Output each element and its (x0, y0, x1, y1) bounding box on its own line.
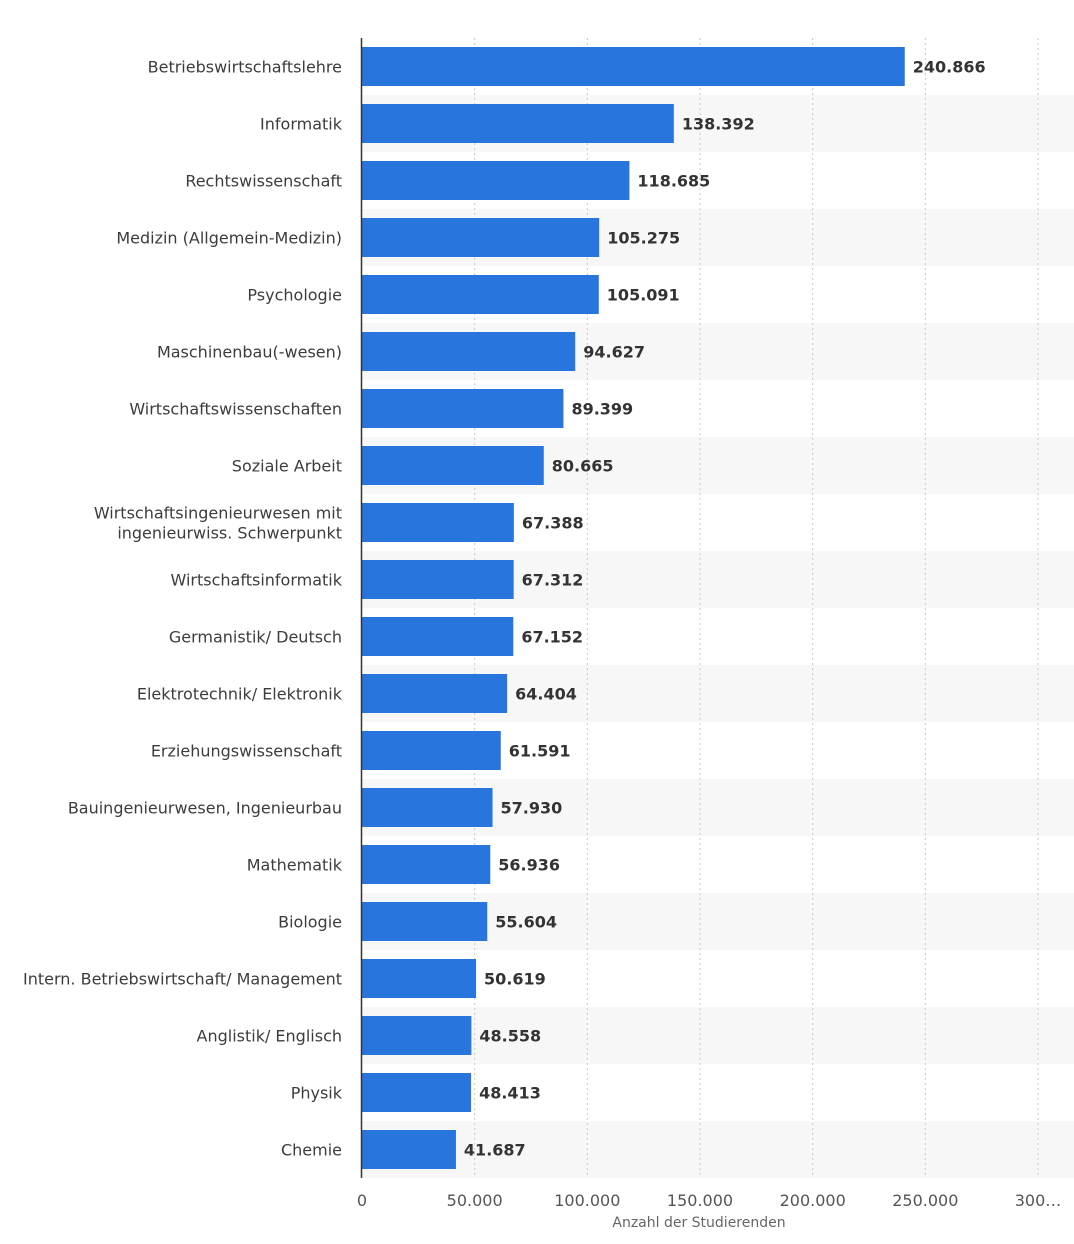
category-label: Betriebswirtschaftslehre (148, 58, 342, 77)
category-label: Informatik (260, 115, 343, 134)
bar[interactable] (362, 788, 493, 827)
bar[interactable] (362, 389, 564, 428)
bar[interactable] (362, 1073, 472, 1112)
value-label: 105.275 (607, 229, 680, 248)
bar[interactable] (362, 1130, 456, 1169)
bar[interactable] (362, 731, 501, 770)
bar[interactable] (362, 446, 544, 485)
value-label: 55.604 (495, 913, 557, 932)
x-tick-label: 300… (1015, 1191, 1062, 1210)
value-label: 67.312 (522, 571, 584, 590)
value-label: 56.936 (498, 856, 560, 875)
bar[interactable] (362, 218, 600, 257)
category-label: Wirtschaftsinformatik (171, 571, 343, 590)
category-label: Mathematik (247, 856, 343, 875)
bars (362, 47, 905, 1169)
category-label: Elektrotechnik/ Elektronik (137, 685, 343, 704)
category-label: Bauingenieurwesen, Ingenieurbau (68, 799, 342, 818)
category-label: Germanistik/ Deutsch (169, 628, 342, 647)
x-tick-label: 100.000 (554, 1191, 620, 1210)
category-label: ingenieurwiss. Schwerpunkt (117, 524, 342, 543)
category-label: Wirtschaftsingenieurwesen mit (94, 504, 342, 523)
value-label: 118.685 (637, 172, 710, 191)
category-label: Physik (291, 1084, 343, 1103)
value-labels: 240.866 138.392 118.685 105.275 105.091 94.62… (464, 58, 986, 1160)
value-label: 48.558 (479, 1027, 541, 1046)
value-label: 80.665 (552, 457, 614, 476)
bar[interactable] (362, 104, 674, 143)
value-label: 94.627 (583, 343, 645, 362)
value-label: 240.866 (913, 58, 986, 77)
bar[interactable] (362, 332, 576, 371)
value-label: 48.413 (479, 1084, 541, 1103)
row-band (362, 1007, 1074, 1064)
bar[interactable] (362, 275, 599, 314)
value-label: 41.687 (464, 1141, 526, 1160)
category-label: Psychologie (247, 286, 342, 305)
category-label: Intern. Betriebswirtschaft/ Management (23, 970, 342, 989)
x-tick-label: 50.000 (447, 1191, 503, 1210)
category-label: Anglistik/ Englisch (197, 1027, 343, 1046)
value-label: 61.591 (509, 742, 571, 761)
category-label: Erziehungswissenschaft (151, 742, 342, 761)
x-tick-label: 250.000 (892, 1191, 958, 1210)
category-label: Soziale Arbeit (232, 457, 342, 476)
bar[interactable] (362, 161, 630, 200)
bar[interactable] (362, 845, 491, 884)
category-label: Maschinenbau(-wesen) (157, 343, 342, 362)
x-tick-label: 150.000 (667, 1191, 733, 1210)
x-axis-title: Anzahl der Studierenden (612, 1215, 785, 1231)
value-label: 138.392 (682, 115, 755, 134)
category-label: Medizin (Allgemein-Medizin) (116, 229, 342, 248)
bar[interactable] (362, 503, 514, 542)
value-label: 64.404 (515, 685, 577, 704)
x-tick-label: 200.000 (780, 1191, 846, 1210)
bar[interactable] (362, 674, 508, 713)
value-label: 105.091 (607, 286, 680, 305)
category-label: Chemie (281, 1141, 342, 1160)
value-label: 67.388 (522, 514, 584, 533)
category-label: Rechtswissenschaft (185, 172, 342, 191)
value-label: 57.930 (501, 799, 563, 818)
bar[interactable] (362, 902, 488, 941)
value-label: 50.619 (484, 970, 546, 989)
x-tick-labels: 0 50.000 100.000 150.000 200.000 250.000 300… (357, 1191, 1061, 1210)
bar[interactable] (362, 959, 477, 998)
bar[interactable] (362, 560, 514, 599)
row-band (362, 1121, 1074, 1178)
bar[interactable] (362, 47, 905, 86)
x-tick-label: 0 (357, 1191, 367, 1210)
value-label: 67.152 (521, 628, 583, 647)
category-labels: Betriebswirtschaftslehre Informatik Rechts… (23, 58, 343, 1160)
category-label: Wirtschaftswissenschaften (129, 400, 342, 419)
bar[interactable] (362, 617, 514, 656)
category-label: Biologie (278, 913, 342, 932)
bar[interactable] (362, 1016, 472, 1055)
value-label: 89.399 (571, 400, 633, 419)
